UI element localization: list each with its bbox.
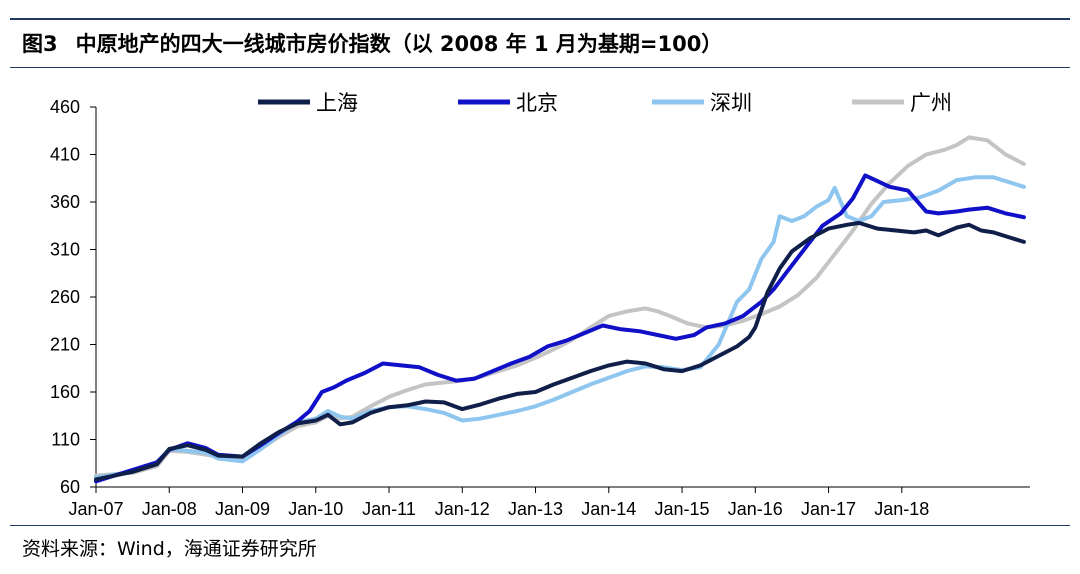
legend-label: 广州: [910, 91, 952, 115]
y-tick-label: 460: [50, 97, 80, 117]
x-tick-label: Jan-18: [874, 499, 929, 519]
y-tick-label: 210: [50, 335, 80, 355]
chart-title: 图3 中原地产的四大一线城市房价指数（以 2008 年 1 月为基期=100）: [22, 28, 722, 58]
figure-number: 图3: [22, 32, 58, 56]
series-line-1: [94, 173, 1026, 484]
y-tick-label: 60: [60, 477, 80, 497]
x-tick-label: Jan-08: [142, 499, 197, 519]
y-tick-label: 260: [50, 287, 80, 307]
x-tick-label: Jan-12: [435, 499, 490, 519]
y-tick-label: 310: [50, 240, 80, 260]
x-tick-label: Jan-13: [508, 499, 563, 519]
y-tick-label: 410: [50, 145, 80, 165]
legend-label: 北京: [516, 91, 558, 115]
source-note: 资料来源：Wind，海通证券研究所: [22, 538, 317, 560]
x-tick-label: Jan-10: [288, 499, 343, 519]
title-text: 中原地产的四大一线城市房价指数（以 2008 年 1 月为基期=100）: [75, 32, 723, 56]
series-line-2: [94, 175, 1026, 480]
x-tick-label: Jan-14: [581, 499, 636, 519]
series-line-3: [94, 135, 1026, 478]
x-tick-label: Jan-16: [728, 499, 783, 519]
x-tick-label: Jan-17: [801, 499, 856, 519]
y-tick-label: 160: [50, 382, 80, 402]
series-line-0: [94, 220, 1026, 482]
top-rule: [10, 18, 1070, 20]
x-tick-label: Jan-11: [362, 499, 416, 519]
title-divider: [10, 67, 1070, 68]
x-tick-label: Jan-07: [68, 499, 123, 519]
x-tick-label: Jan-09: [215, 499, 270, 519]
y-tick-label: 360: [50, 192, 80, 212]
x-tick-label: Jan-15: [655, 499, 710, 519]
legend-label: 深圳: [710, 91, 752, 115]
bottom-rule: [10, 525, 1070, 526]
y-tick-label: 110: [51, 430, 80, 450]
legend-label: 上海: [316, 91, 358, 115]
